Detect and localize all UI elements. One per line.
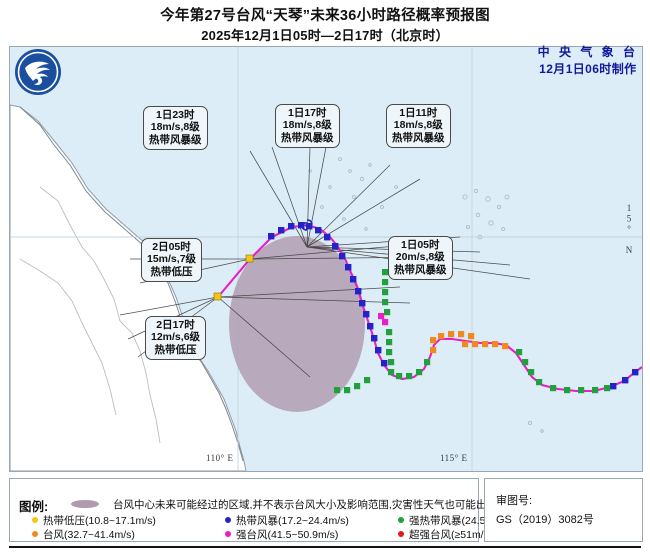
- callout-1d17h[interactable]: 1日17时 18m/s,8级 热带风暴级: [275, 104, 340, 149]
- country-border-1: [39, 186, 121, 322]
- callout-1d05h[interactable]: 1日05时 20m/s,8级 热带风暴级: [388, 236, 453, 281]
- severe-tropical-storm-marker-icon: [398, 517, 404, 523]
- shaded-area-swatch: [71, 500, 99, 508]
- legend-item-typhoon[interactable]: 台风(32.7~41.4m/s): [32, 527, 135, 542]
- typhoon-marker-icon: [32, 531, 38, 537]
- lon-label-115: 115° E: [440, 453, 468, 463]
- legend-item-label: 台风(32.7~41.4m/s): [43, 529, 135, 541]
- legend-item-label: 热带低压(10.8~17.1m/s): [43, 515, 156, 527]
- legend-item-tropical-depression[interactable]: 热带低压(10.8~17.1m/s): [32, 513, 156, 528]
- callout-1d23h[interactable]: 1日23时 18m/s,8级 热带风暴级: [143, 106, 208, 151]
- footer-divider: [9, 546, 641, 548]
- callout-grade: 热带风暴级: [394, 263, 447, 276]
- map-canvas[interactable]: 110° E 115° E 15° N: [9, 46, 643, 472]
- probability-area-ellipse: [229, 236, 365, 412]
- island-specks: [308, 157, 544, 433]
- callout-grade: 热带风暴级: [392, 131, 445, 144]
- callout-wind: 12m/s,6级: [151, 331, 201, 344]
- callout-wind: 15m/s,7级: [147, 253, 197, 266]
- lon-label-110: 110° E: [206, 453, 234, 463]
- callout-grade: 热带风暴级: [149, 133, 202, 146]
- country-border-2: [19, 258, 117, 416]
- map-vector-layer: [10, 47, 642, 471]
- track-points-tropical-depression: [213, 254, 254, 301]
- callout-time: 2日05时: [152, 241, 191, 253]
- coastline-detail: [19, 106, 244, 462]
- callout-wind: 18m/s,8级: [150, 121, 200, 134]
- title-main: 今年第27号台风“天琴”未来36小时路径概率预报图: [160, 8, 490, 24]
- agency-issue-time: 12月1日06时制作: [539, 61, 637, 76]
- callout-wind: 20m/s,8级: [395, 251, 445, 264]
- approval-label: 审图号:: [496, 495, 533, 507]
- callout-2d17h[interactable]: 2日17时 12m/s,6级 热带低压: [145, 316, 207, 361]
- track-points-typhoon: [430, 331, 509, 354]
- country-border-3: [119, 320, 161, 444]
- severe-typhoon-marker-icon: [225, 531, 231, 537]
- legend-panel: 图例: 台风中心未来可能经过的区域,并不表示台风大小及影响范围,灾害性天气也可能…: [9, 478, 560, 542]
- callout-grade: 热带低压: [154, 343, 197, 356]
- track-points-tropical-storm: [268, 222, 639, 390]
- legend-item-tropical-storm[interactable]: 热带风暴(17.2~24.4m/s): [225, 513, 349, 528]
- track-points-severe-typhoon: [378, 313, 389, 326]
- legend-item-super-typhoon[interactable]: 超强台风(≥51m/s): [398, 527, 492, 542]
- legend-item-label: 热带风暴(17.2~24.4m/s): [236, 515, 349, 527]
- callout-wind: 18m/s,8级: [282, 119, 332, 132]
- callout-time: 1日17时: [287, 107, 327, 119]
- legend-item-severe-typhoon[interactable]: 强台风(41.5~50.9m/s): [225, 527, 338, 542]
- approval-value: GS（2019）3082号: [496, 514, 594, 526]
- callout-time: 1日11时: [399, 107, 438, 119]
- typhoon-center-symbol: [301, 219, 313, 231]
- landmass-indochina: [10, 104, 247, 471]
- approval-number-panel: 审图号: GS（2019）3082号: [484, 478, 643, 542]
- lat-label-15: 15° N: [624, 203, 634, 256]
- legend-item-label: 超强台风(≥51m/s): [409, 529, 493, 541]
- callout-time: 1日23时: [155, 109, 195, 121]
- legend-title: 图例:: [19, 500, 49, 514]
- title-subtitle: 2025年12月1日05时—2日17时（北京时）: [201, 28, 449, 44]
- cma-dragon-logo: [12, 46, 64, 98]
- tropical-depression-marker-icon: [32, 517, 38, 523]
- callout-wind: 18m/s,8级: [393, 119, 443, 132]
- legend-item-label: 强台风(41.5~50.9m/s): [236, 529, 339, 541]
- callout-time: 2日17时: [156, 319, 195, 331]
- tropical-storm-marker-icon: [225, 517, 231, 523]
- super-typhoon-marker-icon: [398, 531, 404, 537]
- track-points-severe-tropical-storm: [334, 269, 611, 394]
- callout-time: 1日05时: [400, 239, 440, 251]
- callout-1d11h[interactable]: 1日11时 18m/s,8级 热带风暴级: [386, 104, 451, 149]
- page-title: 今年第27号台风“天琴”未来36小时路径概率预报图 2025年12月1日05时—…: [0, 6, 650, 46]
- legend-shaded-note: 台风中心未来可能经过的区域,并不表示台风大小及影响范围,灾害性天气也可能出现在阴…: [113, 499, 560, 511]
- callout-grade: 热带风暴级: [281, 131, 334, 144]
- callout-grade: 热带低压: [150, 265, 193, 278]
- callout-2d05h[interactable]: 2日05时 15m/s,7级 热带低压: [141, 238, 203, 283]
- agency-name: 中 央 气 象 台: [537, 45, 638, 59]
- agency-stamp: 中 央 气 象 台 12月1日06时制作: [538, 44, 638, 78]
